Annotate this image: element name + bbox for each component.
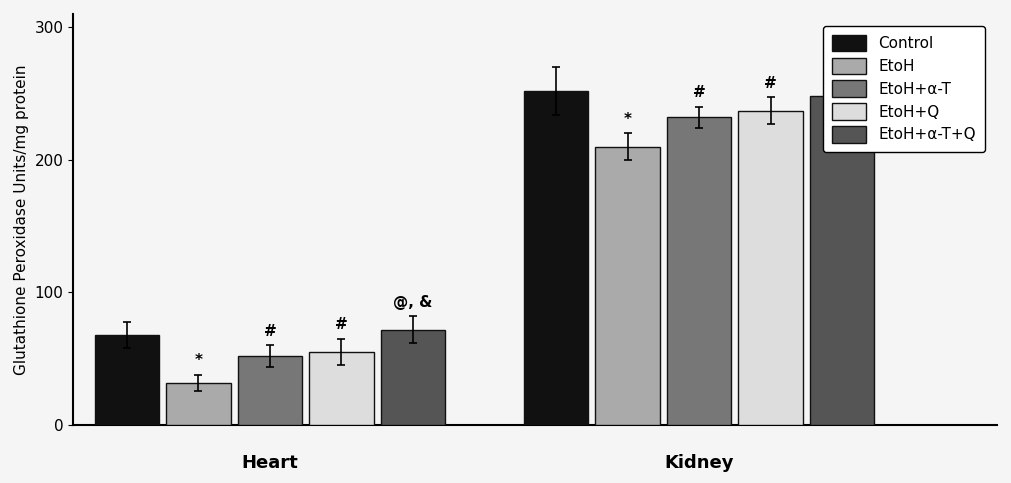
- Text: #: #: [335, 317, 348, 332]
- Text: #: #: [264, 324, 276, 339]
- Text: Heart: Heart: [242, 454, 298, 472]
- Text: @, &: @, &: [393, 295, 433, 310]
- Legend: Control, EtoH, EtoH+α-T, EtoH+Q, EtoH+α-T+Q: Control, EtoH, EtoH+α-T, EtoH+Q, EtoH+α-…: [823, 26, 985, 152]
- Bar: [381, 329, 445, 425]
- Bar: [738, 111, 803, 425]
- Bar: [810, 96, 875, 425]
- Bar: [238, 356, 302, 425]
- Y-axis label: Glutathione Peroxidase Units/mg protein: Glutathione Peroxidase Units/mg protein: [14, 64, 29, 375]
- Text: #: #: [764, 76, 777, 91]
- Bar: [524, 91, 588, 425]
- Bar: [595, 146, 660, 425]
- Text: #, &: #, &: [824, 61, 860, 76]
- Bar: [309, 352, 374, 425]
- Text: #: #: [693, 85, 706, 100]
- Bar: [667, 117, 731, 425]
- Text: *: *: [624, 112, 632, 127]
- Text: Kidney: Kidney: [664, 454, 734, 472]
- Text: *: *: [194, 353, 202, 368]
- Bar: [166, 383, 231, 425]
- Bar: [95, 335, 159, 425]
